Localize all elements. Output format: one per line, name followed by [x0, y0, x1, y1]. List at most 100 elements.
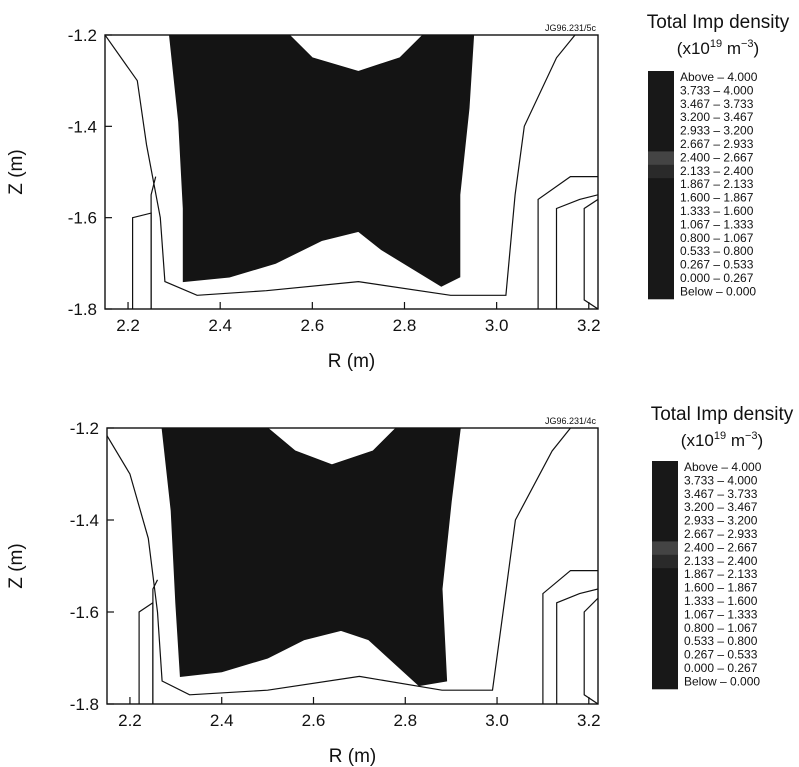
y-tick-label: -1.8 [68, 300, 97, 319]
x-tick-label: 3.0 [485, 711, 509, 730]
contour-line-6 [583, 597, 598, 704]
legend-swatch [652, 635, 678, 650]
y-tick-label: -1.6 [68, 209, 97, 228]
x-tick-label: 3.2 [577, 711, 601, 730]
legend-entry: 1.333 – 1.600 [680, 204, 754, 218]
x-tick-label: 2.2 [118, 711, 142, 730]
legend-swatch [648, 272, 674, 286]
low-density-cap [288, 35, 424, 73]
legend-entry: 2.933 – 3.200 [684, 514, 758, 528]
legend-entry: 3.467 – 3.733 [684, 487, 758, 501]
contour-line-5 [555, 194, 598, 309]
legend-swatch [652, 621, 678, 636]
x-tick-label: 3.0 [485, 316, 509, 335]
legend-unit-exp2: −3 [745, 430, 758, 442]
panel-bottom: 2.2 2.4 2.6 2.8 3.0 3.2 -1.2 -1.4 -1.6 -1.8 R (m) Z… [6, 404, 794, 767]
contour-line-6 [583, 198, 598, 309]
legend-entry: 1.600 – 1.867 [680, 191, 754, 205]
legend-entry: Above – 4.000 [680, 70, 758, 84]
legend-swatch [652, 541, 678, 556]
contour-line-1 [107, 428, 571, 696]
legend-title: Total Imp density [647, 12, 790, 33]
high-density-region [161, 428, 461, 687]
x-axis-label: R (m) [328, 351, 375, 372]
plot-frame [106, 427, 599, 705]
legend-entry: 2.133 – 2.400 [680, 164, 754, 178]
x-tick-label: 2.2 [116, 316, 140, 335]
figure-id-label: JG96.231/4c [545, 416, 597, 426]
y-tick-label: -1.8 [70, 695, 99, 714]
legend-unit: (x1019 m−3) [681, 430, 763, 450]
legend-entry: 1.067 – 1.333 [684, 607, 758, 621]
legend-swatch [648, 84, 674, 99]
legend-swatch [648, 178, 674, 193]
low-density-cap [266, 428, 397, 466]
x-tick-label: 2.8 [393, 711, 417, 730]
legend-entry: 0.000 – 0.267 [684, 661, 758, 675]
panel-top: 2.2 2.4 2.6 2.8 3.0 3.2 -1.2 -1.4 -1.6 -1.8 R (m) Z… [6, 12, 790, 372]
contour-line-3 [152, 579, 159, 704]
legend-unit-suffix: ) [758, 431, 764, 450]
legend-swatch [652, 595, 678, 609]
x-tick-label: 2.4 [210, 711, 234, 730]
legend-swatch [648, 245, 674, 260]
legend-entry: 3.200 – 3.467 [684, 500, 758, 514]
plot-area [107, 428, 598, 704]
legend-entry: 2.133 – 2.400 [684, 554, 758, 568]
y-tick-label: -1.4 [70, 511, 99, 530]
legend-swatch [652, 648, 678, 663]
contour-line-4 [537, 176, 598, 309]
legend-entry: 3.733 – 4.000 [680, 83, 754, 97]
x-tick-label: 2.4 [208, 316, 232, 335]
legend-entry: 0.267 – 0.533 [680, 258, 754, 272]
legend-entry: 2.400 – 2.667 [684, 540, 758, 554]
legend-entry: 2.933 – 3.200 [680, 124, 754, 138]
legend-entry: Below – 0.000 [680, 284, 756, 298]
figure-id-label: JG96.231/5c [545, 23, 597, 33]
legend-entry: 3.200 – 3.467 [680, 110, 754, 124]
legend-entry: 2.400 – 2.667 [680, 150, 754, 164]
legend-unit-suffix: ) [754, 39, 760, 58]
legend-swatch [652, 675, 678, 690]
legend-swatch [648, 205, 674, 219]
legend-swatch [648, 218, 674, 233]
legend-swatch [652, 568, 678, 583]
plot-area [105, 35, 598, 309]
x-tick-label: 2.6 [301, 316, 325, 335]
contour-line-3 [150, 176, 157, 309]
x-tick-label: 3.2 [577, 316, 601, 335]
legend: Total Imp density (x1019 m−3) Above – 4.00… [651, 404, 794, 690]
legend-unit-exp2: −3 [741, 38, 754, 50]
legend-unit-prefix: (x10 [677, 39, 710, 58]
y-axis-label: Z (m) [6, 149, 27, 194]
legend-entry: 3.733 – 4.000 [684, 473, 758, 487]
legend-entry: 0.000 – 0.267 [680, 271, 754, 285]
legend-swatch [648, 151, 674, 166]
legend-unit-mid: m [726, 431, 745, 450]
plot-frame [104, 34, 599, 310]
legend-entry: 1.333 – 1.600 [684, 594, 758, 608]
legend-swatch [652, 461, 678, 475]
legend-unit: (x1019 m−3) [677, 38, 759, 58]
legend-unit-exp1: 19 [714, 430, 726, 442]
contour-line-1 [105, 35, 576, 296]
legend-swatch [652, 501, 678, 516]
legend-swatch [648, 138, 674, 152]
legend-swatch [648, 111, 674, 126]
y-tick-label: -1.2 [68, 26, 97, 45]
contour-line-4 [542, 569, 598, 704]
high-density-region [168, 35, 475, 287]
legend-swatch [648, 97, 674, 112]
legend-entry: 1.067 – 1.333 [680, 217, 754, 231]
legend-entry: Above – 4.000 [684, 460, 762, 474]
legend-entry: 2.667 – 2.933 [680, 137, 754, 151]
legend-swatch [648, 164, 674, 179]
legend-entry: 0.800 – 1.067 [684, 621, 758, 635]
legend-swatch [648, 258, 674, 273]
legend-unit-prefix: (x10 [681, 431, 714, 450]
legend-entry: 3.467 – 3.733 [680, 97, 754, 111]
legend-entry: 1.600 – 1.867 [684, 581, 758, 595]
legend-title: Total Imp density [651, 404, 794, 425]
legend-entry: 0.533 – 0.800 [680, 244, 754, 258]
